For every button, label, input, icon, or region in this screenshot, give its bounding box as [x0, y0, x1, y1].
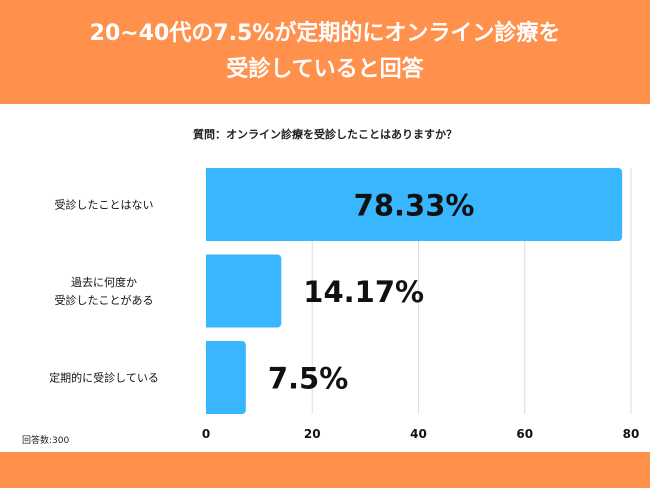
title-banner: 20~40代の7.5%が定期的にオンライン診療を 受診していると回答 — [0, 0, 650, 104]
question-text: 質問：オンライン診療を受診したことはありますか？ — [193, 128, 457, 141]
data-label: 7.5% — [268, 362, 348, 396]
bar — [206, 254, 282, 328]
x-tick-label: 60 — [516, 427, 533, 441]
category-label: 受診したことはない — [55, 198, 154, 212]
x-tick-label: 20 — [304, 427, 321, 441]
x-tick-label: 40 — [410, 427, 427, 441]
footer-bar — [0, 452, 650, 488]
category-label: 定期的に受診している — [49, 371, 159, 385]
bar — [206, 168, 623, 241]
title-line-1: 20~40代の7.5%が定期的にオンライン診療を — [89, 21, 561, 46]
respondent-count: 回答数:300 — [22, 436, 70, 446]
data-label: 78.33% — [354, 189, 475, 223]
bar — [206, 341, 246, 414]
data-label: 14.17% — [303, 275, 424, 309]
x-tick-label: 0 — [202, 427, 210, 441]
category-label: 受診したことがある — [55, 293, 154, 307]
category-label: 過去に何度か — [71, 275, 137, 289]
title-line-2: 受診していると回答 — [226, 57, 424, 82]
x-tick-label: 80 — [623, 427, 640, 441]
